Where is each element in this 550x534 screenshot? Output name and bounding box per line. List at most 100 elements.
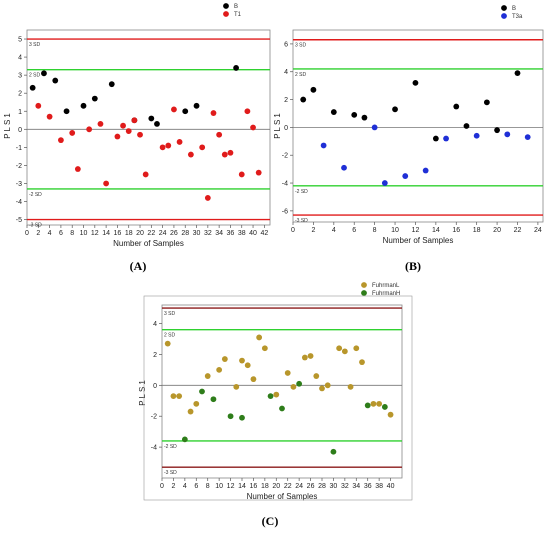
data-point-FuhrmanL [176, 393, 183, 400]
data-point-T1 [97, 120, 104, 127]
data-point-FuhrmanL [347, 383, 354, 390]
data-point-T3a [524, 134, 531, 141]
x-tick-label: 24 [295, 483, 303, 490]
x-tick-label: 8 [373, 227, 377, 234]
x-tick-label: 0 [160, 483, 164, 490]
data-point-T1 [114, 133, 121, 140]
y-tick-label: -6 [282, 208, 288, 215]
y-tick-label: 4 [18, 55, 22, 62]
data-point-B [514, 70, 521, 77]
sd-label: -2 SD [29, 192, 42, 198]
x-tick-label: 6 [59, 230, 63, 237]
data-point-B [148, 115, 155, 122]
data-point-T3a [371, 124, 378, 131]
x-tick-label: 22 [147, 230, 155, 237]
data-point-FuhrmanL [324, 382, 331, 389]
x-tick-label: 16 [250, 483, 258, 490]
x-tick-label: 12 [91, 230, 99, 237]
sd-label: -2 SD [295, 189, 308, 195]
data-point-B [52, 77, 59, 84]
data-point-B [432, 135, 439, 142]
data-point-FuhrmanL [301, 354, 308, 361]
y-tick-label: -1 [16, 145, 22, 152]
x-tick-label: 34 [352, 483, 360, 490]
data-point-T3a [341, 164, 347, 171]
data-point-T1 [46, 113, 53, 120]
data-point-FuhrmanL [187, 408, 194, 415]
plot-frame [292, 29, 544, 223]
data-point-FuhrmanL [313, 373, 320, 379]
x-tick-label: 10 [80, 230, 88, 237]
data-point-B [80, 102, 87, 109]
x-tick-label: 38 [238, 230, 246, 237]
x-tick-label: 12 [227, 483, 235, 490]
y-tick-label: 4 [153, 321, 157, 328]
y-tick-label: 2 [18, 91, 22, 98]
x-tick-label: 20 [136, 230, 144, 237]
data-point-FuhrmanH [330, 448, 337, 455]
legend-marker [223, 3, 229, 9]
data-point-B [392, 106, 398, 113]
panel-label: (B) [405, 259, 421, 273]
data-point-T3a [402, 173, 409, 179]
y-tick-label: -5 [16, 217, 22, 224]
data-point-B [453, 103, 460, 110]
data-point-B [41, 70, 47, 77]
data-point-FuhrmanL [359, 359, 365, 366]
y-tick-label: -2 [16, 163, 22, 170]
sd-label: 2 SD [295, 72, 307, 78]
data-point-B [193, 102, 200, 109]
data-point-FuhrmanL [239, 357, 245, 364]
data-point-B [351, 111, 358, 118]
x-tick-label: 28 [181, 230, 189, 237]
data-point-T3a [443, 135, 449, 142]
data-point-FuhrmanL [307, 353, 314, 359]
data-point-FuhrmanH [267, 393, 274, 400]
x-tick-label: 36 [364, 483, 372, 490]
x-tick-label: 20 [493, 227, 501, 234]
sd-label: 3 SD [295, 43, 307, 49]
data-point-T1 [171, 106, 177, 113]
data-point-FuhrmanL [319, 385, 325, 392]
y-tick-label: 0 [153, 383, 157, 390]
legend-marker [361, 290, 367, 296]
data-point-FuhrmanL [221, 356, 228, 362]
data-point-FuhrmanH [296, 380, 303, 387]
plot-frame [26, 29, 271, 226]
x-tick-label: 14 [238, 483, 246, 490]
data-point-T1 [159, 144, 166, 151]
x-tick-label: 22 [284, 483, 292, 490]
sd-label: 2 SD [29, 73, 41, 79]
panel-label: (C) [262, 514, 279, 528]
sd-label: 3 SD [29, 42, 41, 48]
y-tick-label: 0 [284, 125, 288, 132]
data-point-T1 [227, 149, 234, 156]
x-axis-label: Number of Samples [247, 492, 318, 501]
legend-marker [501, 5, 507, 11]
data-point-T1 [74, 166, 81, 172]
data-point-FuhrmanH [239, 414, 245, 421]
data-point-FuhrmanH [381, 404, 388, 410]
x-tick-label: 4 [48, 230, 52, 237]
data-point-FuhrmanL [261, 345, 268, 352]
data-point-FuhrmanL [250, 376, 257, 383]
data-point-FuhrmanL [244, 362, 251, 369]
data-point-FuhrmanH [227, 413, 234, 420]
data-point-FuhrmanL [336, 345, 343, 352]
x-tick-label: 24 [159, 230, 167, 237]
x-tick-label: 12 [412, 227, 420, 234]
x-tick-label: 20 [272, 483, 280, 490]
data-point-T1 [250, 124, 256, 131]
data-point-B [412, 79, 419, 86]
data-point-FuhrmanL [290, 383, 297, 390]
x-tick-label: 6 [352, 227, 356, 234]
x-tick-label: 22 [514, 227, 522, 234]
data-point-T1 [69, 130, 76, 136]
data-point-T1 [35, 102, 42, 109]
data-point-B [483, 99, 490, 106]
x-axis-label: Number of Samples [113, 239, 184, 248]
sd-label: -3 SD [164, 470, 177, 476]
x-tick-label: 14 [432, 227, 440, 234]
